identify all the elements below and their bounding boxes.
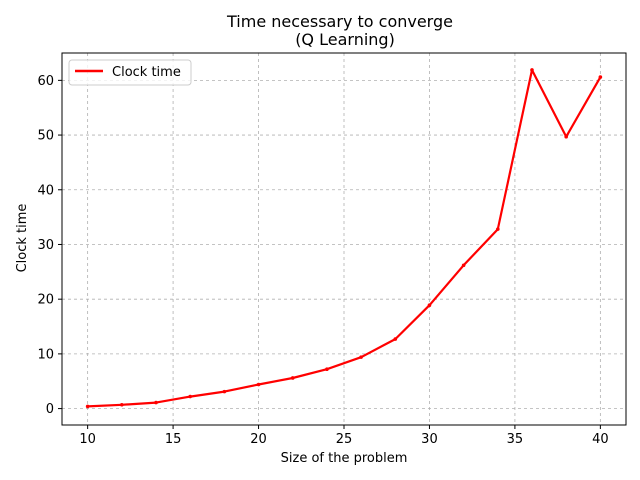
- data-point: [256, 382, 261, 387]
- legend-box: [68, 59, 192, 86]
- data-point: [222, 389, 227, 394]
- data-point: [427, 303, 432, 307]
- data-point: [393, 337, 398, 341]
- data-point: [85, 404, 90, 409]
- y-tick-label: 0: [46, 402, 54, 417]
- grid: [62, 53, 626, 425]
- y-tick-label: 10: [37, 347, 54, 362]
- y-tick-label: 30: [37, 238, 54, 253]
- legend-label: Clock time: [112, 65, 181, 80]
- y-tick-label: 50: [37, 129, 54, 144]
- y-tick-label: 20: [37, 293, 54, 308]
- x-tick-label: 35: [507, 432, 524, 447]
- legend: Clock time: [68, 59, 192, 86]
- series-layer: [85, 68, 603, 409]
- data-point: [188, 394, 192, 399]
- data-point: [461, 263, 466, 268]
- data-point: [496, 227, 500, 231]
- y-tick-label: 60: [37, 74, 54, 89]
- data-point: [154, 400, 158, 405]
- data-point: [598, 75, 603, 79]
- data-point: [359, 355, 363, 359]
- y-tick-label: 40: [37, 183, 54, 198]
- chart-title-line-1: Time necessary to converge: [226, 12, 453, 31]
- data-point: [325, 367, 329, 372]
- data-point: [120, 402, 124, 407]
- x-tick-label: 15: [165, 432, 182, 447]
- series-line: [87, 68, 602, 408]
- x-tick-label: 20: [250, 432, 267, 447]
- x-tick-label: 10: [79, 432, 96, 447]
- y-axis-ticks: 0 10 20 30 40 50 60: [37, 74, 62, 417]
- x-tick-label: 30: [421, 432, 438, 447]
- data-point: [530, 68, 534, 72]
- data-point: [290, 376, 295, 380]
- x-tick-label: 25: [336, 432, 353, 447]
- x-axis-ticks: 10 15 20 25 30 35 40: [79, 425, 609, 447]
- data-point: [564, 134, 568, 139]
- x-axis-label: Size of the problem: [281, 451, 408, 466]
- x-tick-label: 40: [592, 432, 609, 447]
- chart-title-line-2: (Q Learning): [295, 30, 395, 49]
- y-axis-label: Clock time: [15, 204, 30, 273]
- chart-title: Time necessary to converge (Q Learning): [226, 12, 453, 49]
